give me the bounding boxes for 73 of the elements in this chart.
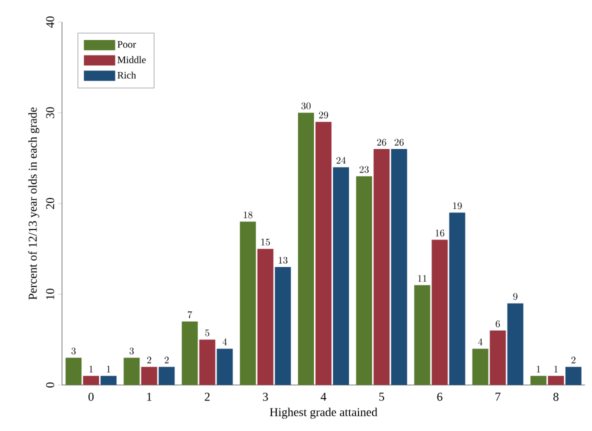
data-label: 2 (147, 356, 152, 364)
x-tick-label: 4 (320, 392, 326, 401)
bar (274, 267, 291, 385)
bar (449, 212, 466, 385)
x-tick-label: 5 (379, 392, 384, 401)
y-tick-label: 20 (46, 198, 54, 209)
data-label: 4 (222, 338, 227, 346)
data-label: 1 (106, 366, 110, 372)
bar (124, 358, 140, 385)
bar (490, 330, 506, 385)
data-label: 2 (164, 356, 169, 364)
bar (216, 348, 233, 385)
bar (257, 248, 274, 385)
bar (374, 149, 390, 385)
data-label: 18 (244, 211, 252, 218)
data-label: 1 (536, 366, 540, 372)
x-axis-title: Highest grade attained (270, 408, 378, 419)
data-label: 5 (205, 329, 210, 336)
legend-label: Middle (117, 56, 146, 64)
bar (548, 376, 564, 385)
x-tick-label: 3 (262, 392, 268, 401)
bar (356, 176, 372, 385)
bar (507, 303, 524, 385)
bar (298, 112, 314, 385)
bar (158, 366, 175, 385)
x-tick-label: 6 (437, 392, 442, 401)
bar (100, 376, 117, 385)
data-label: 2 (571, 356, 576, 364)
bar (83, 376, 100, 385)
bar (66, 358, 82, 385)
data-label: 6 (496, 320, 500, 328)
data-label: 7 (188, 311, 192, 318)
data-label: 16 (436, 230, 444, 236)
data-label: 30 (301, 102, 311, 110)
bar (432, 240, 448, 385)
data-label: 19 (453, 202, 462, 210)
legend-label: Rich (117, 72, 136, 79)
bar (472, 348, 488, 385)
data-label: 9 (513, 293, 518, 300)
bar (414, 285, 430, 385)
data-label: 29 (319, 112, 328, 119)
data-label: 15 (261, 238, 270, 246)
data-label: 3 (130, 348, 134, 354)
bar (315, 122, 332, 385)
data-label: 13 (278, 256, 288, 264)
bar (565, 366, 582, 385)
data-label: 4 (478, 338, 483, 346)
data-label: 26 (377, 138, 386, 146)
x-tick-label: 1 (147, 392, 152, 401)
data-label: 11 (418, 274, 426, 282)
bar (332, 167, 349, 385)
data-label: 1 (554, 366, 558, 372)
x-tick-label: 0 (88, 392, 94, 401)
data-label: 1 (89, 366, 93, 372)
legend-label: Poor (117, 41, 136, 48)
y-tick-label: 10 (46, 288, 54, 300)
x-tick-label: 7 (496, 392, 500, 401)
bar (240, 222, 256, 385)
x-tick-label: 8 (553, 392, 558, 401)
y-axis-title: Percent of 12/13 year olds in each grade (28, 107, 40, 300)
bar (391, 149, 408, 385)
data-label: 26 (394, 138, 404, 146)
bar (530, 376, 546, 385)
bar (141, 366, 158, 385)
data-label: 3 (71, 348, 76, 354)
data-label: 24 (336, 156, 346, 164)
y-tick-label: 30 (46, 107, 54, 118)
bar (199, 340, 216, 385)
x-tick-label: 2 (204, 392, 210, 401)
data-label: 23 (360, 166, 369, 173)
y-tick-label: 40 (46, 16, 54, 28)
y-tick-label: 0 (46, 382, 54, 388)
bar (182, 321, 198, 385)
